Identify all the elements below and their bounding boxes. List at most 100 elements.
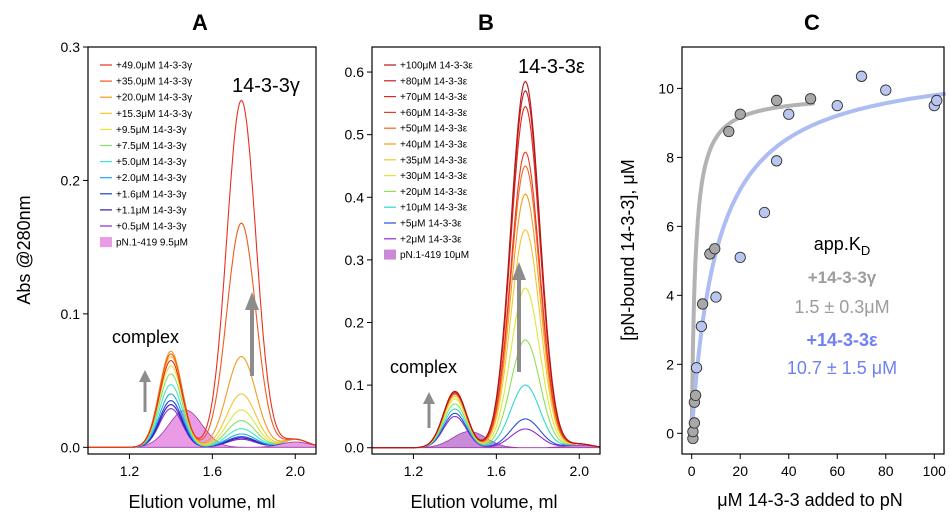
y-tick-label: 6: [666, 218, 674, 234]
data-point: [709, 243, 721, 255]
panel-a-legend: +49.0μM 14-3-3γ +35.0μM 14-3-3γ +20.0μM 14…: [100, 61, 192, 249]
panel-b: B 1.2 1.6 2.0 0.0 0.1 0.2 0.3 0.4 0.5 0.6 +100μM …: [345, 10, 601, 512]
x-tick-label: 1.6: [203, 463, 223, 479]
legend-label: +15.3μM 14-3-3γ: [116, 109, 192, 120]
legend-label: +50μM 14-3-3ε: [400, 124, 468, 135]
panel-a-axes: 1.2 1.6 2.0 0.0 0.1 0.2 0.3: [61, 39, 306, 479]
data-point: [831, 99, 843, 112]
legend-fill-label: pN.1-419 9.5μM: [116, 238, 188, 249]
y-tick-label: 0.3: [61, 39, 81, 55]
legend-label: +5μM 14-3-3ε: [400, 219, 462, 230]
y-tick-label: 0: [666, 425, 674, 441]
y-tick-label: 8: [666, 149, 674, 165]
legend-label: +20μM 14-3-3ε: [400, 187, 468, 198]
complex-arrow-head-b: [423, 392, 435, 404]
data-point: [690, 362, 703, 374]
legend-label: +1.1μM 14-3-3γ: [116, 205, 187, 216]
data-point: [855, 70, 868, 82]
x-tick-label: 1.2: [120, 463, 140, 479]
panel-b-legend: +100μM 14-3-3ε +80μM 14-3-3ε +70μM 14-3-3ε…: [384, 61, 473, 261]
legend-label: +5.0μM 14-3-3γ: [116, 157, 187, 168]
panel-a-frame: [87, 46, 317, 455]
panel-a-arrows: [139, 292, 259, 412]
legend-label: +2μM 14-3-3ε: [400, 234, 462, 245]
y-tick-label: 4: [666, 287, 674, 303]
panel-b-arrows: [423, 262, 526, 428]
gamma-name-label: +14-3-3γ: [808, 268, 877, 287]
panel-a-protein-label: 14-3-3γ: [232, 75, 300, 97]
legend-label: +7.5μM 14-3-3γ: [116, 141, 187, 152]
panel-c-fit-curves: [689, 92, 946, 436]
legend-fill-swatch: [384, 249, 396, 260]
legend-label: +1.6μM 14-3-3γ: [116, 189, 187, 200]
y-tick-label: 0.0: [345, 440, 365, 456]
panel-b-series-lines: [372, 80, 601, 449]
x-tick-label: 40: [781, 463, 797, 479]
legend-label: +35.0μM 14-3-3γ: [116, 77, 192, 88]
data-point: [734, 108, 746, 120]
gamma-kd-value: 1.5 ± 0.3μM: [794, 297, 889, 317]
x-tick-label: 1.2: [404, 463, 424, 479]
panel-b-protein-label: 14-3-3ε: [518, 56, 585, 78]
epsilon-kd-value: 10.7 ± 1.5 μM: [787, 358, 897, 378]
y-tick-label: 2: [666, 356, 674, 372]
x-tick-label: 1.6: [487, 463, 507, 479]
data-point: [770, 155, 783, 167]
legend-fill-swatch: [100, 237, 112, 248]
panel-c-letter: C: [804, 10, 820, 35]
panel-a-complex-label: complex: [112, 327, 179, 347]
fit-curve: [689, 101, 815, 436]
y-tick-label: 0.0: [61, 439, 81, 455]
legend-label: +49.0μM 14-3-3γ: [116, 61, 192, 72]
x-tick-label: 100: [923, 463, 947, 479]
panel-a-letter: A: [192, 10, 208, 35]
legend-label: +80μM 14-3-3ε: [400, 76, 468, 87]
y-tick-label: 0.5: [345, 127, 365, 143]
data-point: [710, 291, 722, 303]
y-tick-label: 0.4: [345, 189, 365, 205]
legend-label: +20.0μM 14-3-3γ: [116, 93, 192, 104]
data-point: [734, 251, 746, 264]
legend-label: +30μM 14-3-3ε: [400, 171, 468, 182]
legend-fill-label: pN.1-419 10μM: [400, 250, 469, 261]
y-tick-label: 0.2: [61, 172, 81, 188]
y-tick-label: 0.1: [345, 377, 365, 393]
data-point: [880, 84, 892, 96]
data-point: [723, 125, 735, 138]
legend-label: +100μM 14-3-3ε: [400, 61, 473, 72]
legend-label: +0.5μM 14-3-3γ: [116, 222, 187, 233]
series-line: [88, 99, 317, 448]
peak-arrow-head-b: [512, 262, 526, 280]
data-point: [695, 320, 708, 333]
data-point: [783, 108, 795, 120]
y-tick-label: 0.2: [345, 315, 365, 331]
panel-b-letter: B: [478, 10, 494, 35]
x-tick-label: 20: [732, 463, 748, 479]
panel-b-frame: [371, 46, 601, 455]
panel-c-frame: [681, 46, 945, 455]
legend-label: +40μM 14-3-3ε: [400, 140, 468, 151]
kd-title: app.KD: [814, 234, 870, 258]
fit-curve: [689, 92, 946, 436]
x-tick-label: 2.0: [286, 463, 306, 479]
panel-b-axes: 1.2 1.6 2.0 0.0 0.1 0.2 0.3 0.4 0.5 0.6: [345, 64, 590, 479]
panel-a-series-lines: [88, 99, 317, 448]
series-line: [372, 229, 601, 449]
data-point: [804, 93, 817, 105]
data-point: [689, 389, 702, 402]
data-point: [696, 298, 709, 310]
legend-label: +60μM 14-3-3ε: [400, 108, 468, 119]
panel-c-data-points: [687, 70, 943, 445]
panel-b-complex-label: complex: [390, 357, 457, 377]
x-tick-label: 60: [829, 463, 845, 479]
legend-label: +9.5μM 14-3-3γ: [116, 125, 187, 136]
panel-a: A 1.2 1.6 2.00.00.10.20.3 +49.0μM 14-3-3γ+…: [14, 10, 317, 512]
y-tick-label: 0.3: [345, 252, 365, 268]
data-point: [688, 417, 701, 429]
x-tick-label: 2.0: [570, 463, 590, 479]
data-point: [931, 94, 943, 107]
series-line: [372, 80, 601, 449]
y-tick-label: 0.1: [61, 306, 81, 322]
data-point: [758, 206, 771, 219]
